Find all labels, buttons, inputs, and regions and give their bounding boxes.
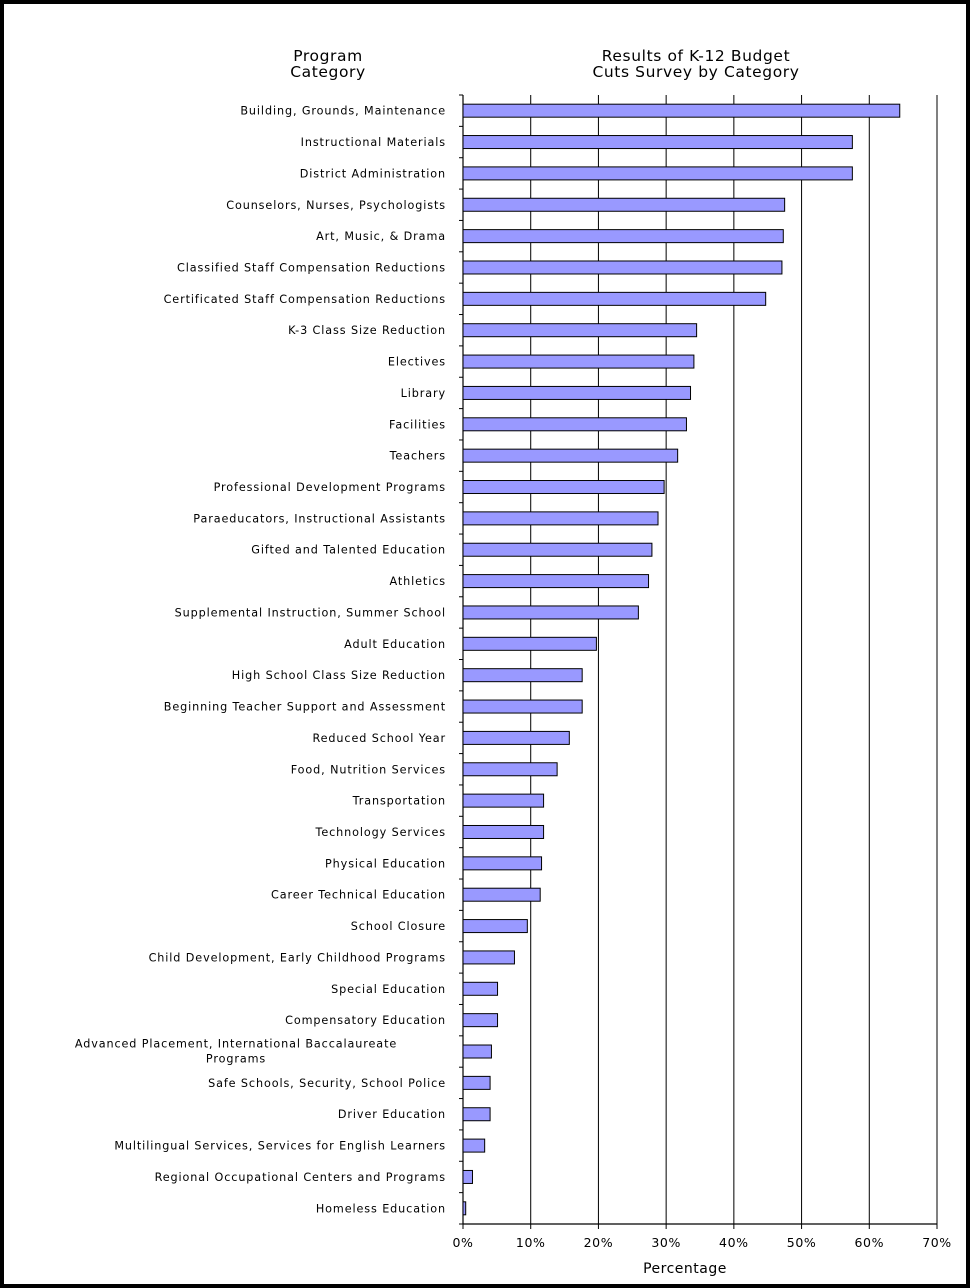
category-header-line2: Category	[290, 63, 366, 81]
bar	[462, 887, 541, 902]
x-tick-label: 30%	[651, 1235, 681, 1250]
category-label: Gifted and Talented Education	[251, 544, 446, 557]
category-label: Adult Education	[344, 638, 446, 651]
bar	[462, 793, 545, 808]
category-label: Child Development, Early Childhood Progr…	[149, 951, 446, 964]
category-label: Teachers	[389, 450, 446, 463]
bar	[462, 354, 695, 369]
x-axis-label: Percentage	[643, 1261, 727, 1277]
bar	[462, 417, 687, 432]
category-label: Electives	[388, 356, 446, 369]
x-tick-label: 70%	[922, 1235, 952, 1250]
category-label: Special Education	[331, 983, 446, 996]
category-header-line1: Program	[293, 47, 363, 65]
x-tick-label: 10%	[516, 1235, 546, 1250]
bar	[462, 1013, 499, 1028]
category-label: Regional Occupational Centers and Progra…	[155, 1171, 446, 1184]
bar	[462, 229, 784, 244]
bar	[462, 981, 499, 996]
category-label: Homeless Education	[316, 1202, 446, 1215]
bar	[462, 824, 545, 839]
bar	[462, 1201, 467, 1216]
bar	[462, 668, 583, 683]
category-label: Multilingual Services, Services for Engl…	[114, 1140, 446, 1153]
bar	[462, 448, 679, 463]
category-axis-header: Program Category	[243, 48, 413, 80]
bar	[462, 1138, 486, 1153]
bar	[462, 260, 783, 275]
category-label: Reduced School Year	[312, 732, 446, 745]
bar	[462, 762, 558, 777]
chart-title-line1: Results of K-12 Budget	[601, 47, 791, 65]
bar	[462, 919, 528, 934]
category-label: School Closure	[351, 920, 446, 933]
bar	[462, 385, 692, 400]
category-label: Paraeducators, Instructional Assistants	[193, 512, 446, 525]
bar	[462, 103, 901, 118]
bar	[462, 699, 583, 714]
bar	[462, 197, 786, 212]
bar	[462, 574, 650, 589]
x-tick-label: 0%	[452, 1235, 473, 1250]
bar	[462, 511, 659, 526]
category-label: Compensatory Education	[285, 1014, 446, 1027]
x-tick-label: 40%	[719, 1235, 749, 1250]
bar	[462, 1075, 491, 1090]
category-label: Advanced Placement, International Baccal…	[75, 1038, 397, 1066]
category-label: Facilities	[389, 418, 446, 431]
category-label: K-3 Class Size Reduction	[288, 324, 446, 337]
bar	[462, 480, 665, 495]
category-label: Library	[401, 387, 446, 400]
bar	[462, 166, 853, 181]
bar	[462, 323, 698, 338]
category-label: Athletics	[390, 575, 447, 588]
bar	[462, 730, 570, 745]
chart-title-line2: Cuts Survey by Category	[592, 63, 800, 81]
category-label: District Administration	[300, 167, 446, 180]
category-label: Safe Schools, Security, School Police	[208, 1077, 446, 1090]
category-label: Professional Development Programs	[214, 481, 446, 494]
bar	[462, 636, 597, 651]
bar	[462, 605, 639, 620]
category-label: Transportation	[352, 795, 446, 808]
category-label: Driver Education	[338, 1108, 446, 1121]
category-label: High School Class Size Reduction	[232, 669, 446, 682]
chart-title: Results of K-12 Budget Cuts Survey by Ca…	[516, 48, 876, 80]
category-label: Technology Services	[315, 826, 447, 839]
category-label: Supplemental Instruction, Summer School	[175, 606, 446, 619]
category-label: Building, Grounds, Maintenance	[240, 105, 446, 118]
category-label: Food, Nutrition Services	[291, 763, 446, 776]
category-label: Counselors, Nurses, Psychologists	[226, 199, 446, 212]
bar	[462, 291, 767, 306]
bar	[462, 856, 543, 871]
category-label: Physical Education	[325, 857, 446, 870]
category-label: Classified Staff Compensation Reductions	[177, 261, 446, 274]
bar	[462, 950, 515, 965]
bar	[462, 1107, 491, 1122]
x-tick-label: 50%	[787, 1235, 817, 1250]
bar	[462, 1044, 492, 1059]
bar	[462, 135, 853, 150]
category-label: Beginning Teacher Support and Assessment	[164, 701, 446, 714]
x-tick-label: 20%	[584, 1235, 614, 1250]
category-label: Instructional Materials	[301, 136, 446, 149]
category-label: Certificated Staff Compensation Reductio…	[164, 293, 446, 306]
x-tick-label: 60%	[854, 1235, 884, 1250]
category-label: Art, Music, & Drama	[316, 230, 446, 243]
bar	[462, 542, 653, 557]
category-label: Career Technical Education	[271, 889, 446, 902]
bar	[462, 1169, 473, 1184]
